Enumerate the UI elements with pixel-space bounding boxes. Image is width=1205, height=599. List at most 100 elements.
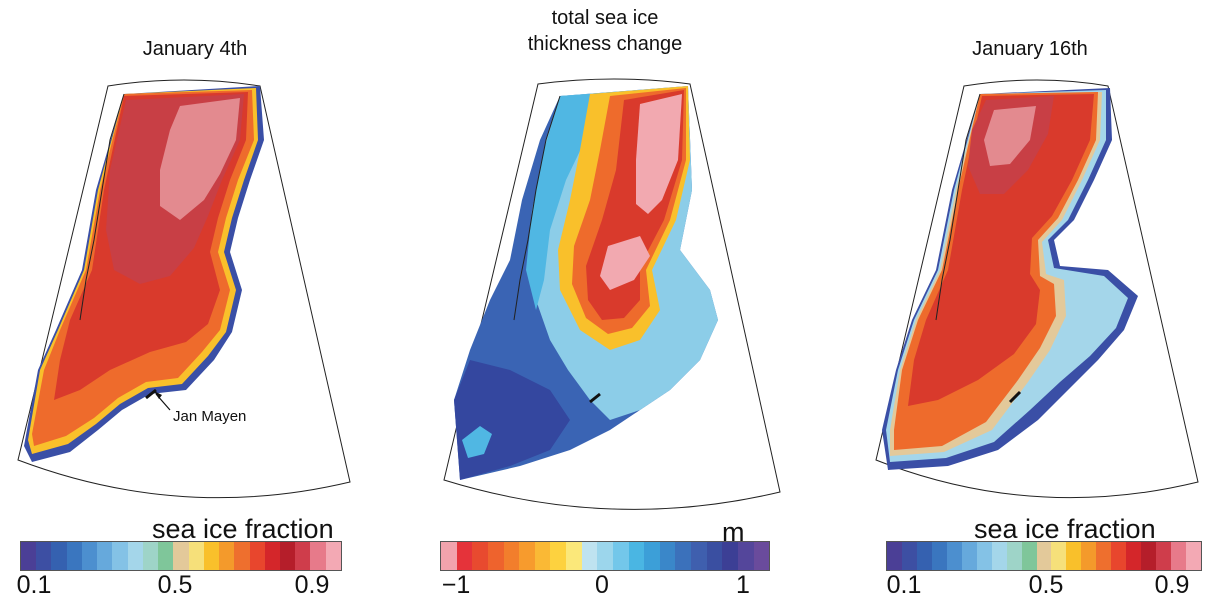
coastline [79,93,125,321]
thickness-change-map [443,78,781,510]
panel-title: total sea ice thickness change [527,7,683,55]
colorbar-tick: 0.9 [294,571,330,599]
colorbar-swatch [81,542,98,570]
colorbar-swatch [1111,542,1127,570]
colorbar-swatch [219,542,235,570]
colorbar-tick: 0 [595,571,609,599]
colorbar-tick: 0.5 [1028,571,1064,599]
colorbar-swatch [534,542,551,570]
colorbar-swatch [97,542,113,570]
panel-title: January 16th [972,38,1088,60]
colorbar-swatch [946,542,962,570]
colorbar-swatch [659,542,676,570]
coastline [935,93,981,321]
colorbar-swatch [112,542,128,570]
colorbar-swatch [234,542,250,570]
coastline [513,95,561,321]
colorbar-swatch [66,542,82,570]
colorbar-swatch [644,542,660,570]
colorbar-swatch [566,542,582,570]
colorbar-swatch [1006,542,1022,570]
sea-ice-fraction-map [17,79,351,499]
colorbar-swatch [612,542,629,570]
colorbar-swatch [931,542,947,570]
jan-mayen-marker [589,392,601,404]
colorbar-swatch [127,542,143,570]
colorbar-swatch [1126,542,1142,570]
colorbar-swatch [142,542,159,570]
colorbar-swatch [441,542,457,570]
colorbar-swatch [295,542,311,570]
ice-pink [160,98,240,220]
colorbar-swatch [472,542,488,570]
colorbar-swatch [1096,542,1112,570]
colorbar-swatch [264,542,280,570]
colorbar-swatch [503,542,520,570]
colorbar-swatch [753,542,770,570]
colorbar-label: sea ice fraction [152,514,334,544]
ice-red [908,94,1094,406]
sea-ice-fraction-map [875,79,1199,499]
colorbar-swatch [310,542,326,570]
colorbar-tick: 0.1 [16,571,52,599]
jan-mayen-arrowhead [154,391,162,399]
colorbar-label: m [722,517,745,547]
colorbar-swatch [456,542,473,570]
colorbar-swatch [249,542,265,570]
colorbar-swatch [675,542,691,570]
colorbar-swatch [279,542,296,570]
colorbar-swatch [916,542,932,570]
colorbar-swatch [961,542,977,570]
panel-january-4th: January 4th Jan Mayen sea ice fraction 0… [0,0,390,599]
colorbar-swatch [550,542,566,570]
colorbar-swatch [325,542,341,570]
colorbar-swatch [1141,542,1157,570]
colorbar-swatch [1021,542,1037,570]
colorbar-swatch [203,542,220,570]
colorbar-swatch [887,542,902,570]
colorbar-tick: 0.1 [886,571,922,599]
colorbar-swatch [1036,542,1052,570]
region-pink-mid [600,236,650,290]
colorbar-swatch [173,542,189,570]
region-cyan-patch [462,426,492,458]
jan-mayen-marker [1008,390,1022,404]
colorbar-swatch [21,542,37,570]
colorbar-swatch [901,542,917,570]
colorbar-swatch [706,542,723,570]
colorbar-swatch [737,542,754,570]
colorbar-swatch [51,542,67,570]
colorbar [440,541,770,571]
colorbar-swatch [597,542,613,570]
colorbar-swatch [1156,542,1172,570]
jan-mayen-label: Jan Mayen [173,408,247,425]
colorbar-swatch [1186,542,1202,570]
panel-title: January 4th [142,38,248,60]
colorbar-swatch [581,542,598,570]
colorbar-swatch [1171,542,1187,570]
region-pink-top [636,94,682,214]
colorbar [886,541,1202,571]
colorbar-tick: 0.5 [157,571,193,599]
colorbar-swatch [691,542,707,570]
colorbar-swatch [1066,542,1082,570]
colorbar-swatch [158,542,174,570]
ice-pink [984,106,1036,166]
colorbar-label: sea ice fraction [974,514,1156,544]
colorbar-swatch [36,542,52,570]
colorbar-tick: 0.9 [1154,571,1190,599]
colorbar-swatch [991,542,1007,570]
colorbar-swatch [188,542,204,570]
colorbar-swatch [1081,542,1097,570]
colorbar [20,541,342,571]
panel-thickness-change: total sea ice thickness change m −1 0 1 [430,0,790,599]
colorbar-swatch [722,542,738,570]
colorbar-swatch [1051,542,1067,570]
colorbar-swatch [519,542,535,570]
colorbar-swatch [628,542,645,570]
region-cyan [526,90,640,310]
panel-january-16th: January 16th sea ice fraction 0.1 0.5 0.… [860,0,1205,599]
colorbar-swatch [976,542,992,570]
colorbar-swatch [487,542,504,570]
colorbar-tick: 1 [736,571,750,599]
